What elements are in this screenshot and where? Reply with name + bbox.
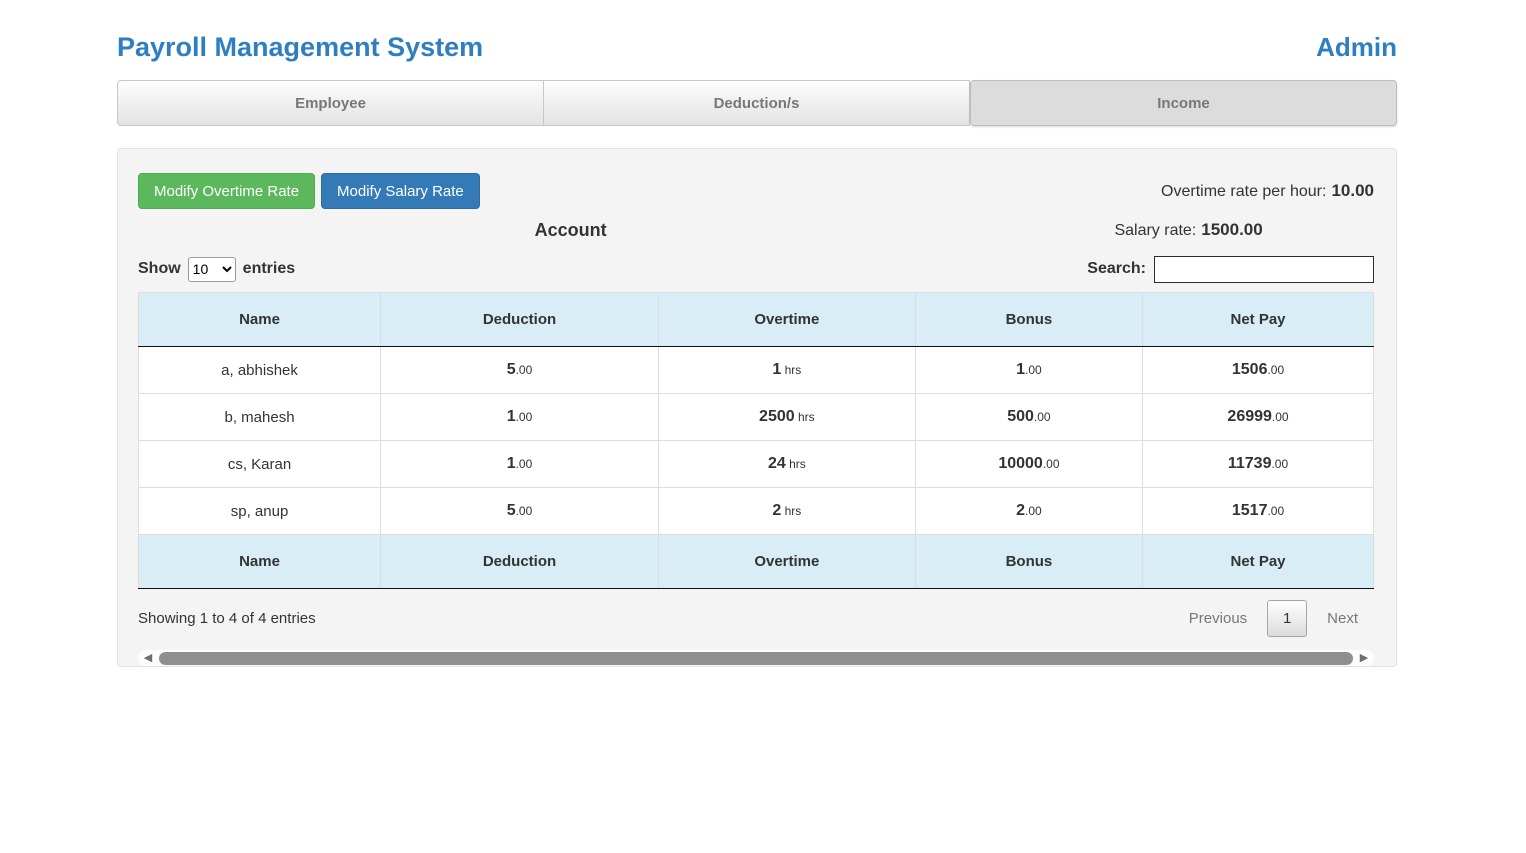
cell-deduction: 5.00: [381, 488, 659, 535]
search-label: Search:: [1087, 260, 1146, 278]
table-row: b, mahesh 1.00 2500 hrs 500.00 26999.00: [139, 394, 1374, 441]
tab-bar: Employee Deduction/s Income: [117, 80, 1397, 126]
footer-header-row: Name Deduction Overtime Bonus Net Pay: [139, 535, 1374, 589]
overtime-rate-value: 10.00: [1331, 181, 1374, 200]
overtime-rate-display: Overtime rate per hour: 10.00: [1161, 181, 1374, 201]
table-footer-header: Name Deduction Overtime Bonus Net Pay: [139, 535, 1374, 589]
overtime-rate-label: Overtime rate per hour:: [1161, 183, 1326, 200]
header-row: Name Deduction Overtime Bonus Net Pay: [139, 293, 1374, 347]
account-heading: Account: [138, 220, 1003, 241]
cell-bonus: 500.00: [915, 394, 1142, 441]
cell-overtime: 24 hrs: [658, 441, 915, 488]
cell-deduction: 1.00: [381, 394, 659, 441]
column-header-name: Name: [139, 293, 381, 347]
modify-overtime-rate-button[interactable]: Modify Overtime Rate: [138, 173, 315, 209]
cell-name: b, mahesh: [139, 394, 381, 441]
cell-netpay: 1517.00: [1143, 488, 1374, 535]
cell-netpay: 26999.00: [1143, 394, 1374, 441]
page: Payroll Management System Admin Employee…: [0, 32, 1526, 667]
show-label: Show: [138, 260, 181, 278]
scroll-left-icon[interactable]: ◀: [141, 650, 155, 666]
table-header: Name Deduction Overtime Bonus Net Pay: [139, 293, 1374, 347]
income-table: Name Deduction Overtime Bonus Net Pay a,…: [138, 292, 1374, 589]
footer-column-deduction: Deduction: [381, 535, 659, 589]
footer-column-bonus: Bonus: [915, 535, 1142, 589]
cell-overtime: 2500 hrs: [658, 394, 915, 441]
column-header-overtime: Overtime: [658, 293, 915, 347]
cell-deduction: 5.00: [381, 347, 659, 394]
tab-deductions[interactable]: Deduction/s: [544, 80, 970, 126]
table-controls-row: Show 10 entries Search:: [138, 255, 1374, 283]
table-row: sp, anup 5.00 2 hrs 2.00 1517.00: [139, 488, 1374, 535]
pagination: Previous 1 Next: [1173, 600, 1374, 637]
pagination-page-1[interactable]: 1: [1267, 600, 1307, 637]
table-body: a, abhishek 5.00 1 hrs 1.00 1506.00 b, m…: [139, 347, 1374, 535]
horizontal-scrollbar-thumb[interactable]: [159, 652, 1353, 665]
column-header-netpay: Net Pay: [1143, 293, 1374, 347]
account-row: Account Salary rate: 1500.00: [138, 217, 1374, 243]
cell-bonus: 10000.00: [915, 441, 1142, 488]
cell-name: cs, Karan: [139, 441, 381, 488]
admin-link[interactable]: Admin: [1316, 32, 1397, 63]
cell-bonus: 1.00: [915, 347, 1142, 394]
table-row: cs, Karan 1.00 24 hrs 10000.00 11739.00: [139, 441, 1374, 488]
table-row: a, abhishek 5.00 1 hrs 1.00 1506.00: [139, 347, 1374, 394]
salary-rate-display: Salary rate: 1500.00: [1003, 220, 1374, 240]
cell-netpay: 11739.00: [1143, 441, 1374, 488]
table-info-row: Showing 1 to 4 of 4 entries Previous 1 N…: [138, 599, 1374, 637]
footer-column-netpay: Net Pay: [1143, 535, 1374, 589]
horizontal-scrollbar[interactable]: ◀ ▶: [138, 650, 1374, 666]
toolbar-buttons: Modify Overtime Rate Modify Salary Rate: [138, 173, 480, 209]
tab-employee[interactable]: Employee: [117, 80, 544, 126]
page-length-select[interactable]: 10: [188, 257, 236, 282]
salary-rate-value: 1500.00: [1201, 220, 1262, 239]
entries-label: entries: [243, 260, 295, 278]
column-header-bonus: Bonus: [915, 293, 1142, 347]
cell-bonus: 2.00: [915, 488, 1142, 535]
footer-column-overtime: Overtime: [658, 535, 915, 589]
page-title: Payroll Management System: [117, 32, 483, 63]
footer-column-name: Name: [139, 535, 381, 589]
income-panel: Modify Overtime Rate Modify Salary Rate …: [117, 148, 1397, 667]
cell-overtime: 1 hrs: [658, 347, 915, 394]
modify-salary-rate-button[interactable]: Modify Salary Rate: [321, 173, 480, 209]
column-header-deduction: Deduction: [381, 293, 659, 347]
search-input[interactable]: [1154, 256, 1374, 283]
toolbar-row: Modify Overtime Rate Modify Salary Rate …: [138, 173, 1374, 209]
cell-overtime: 2 hrs: [658, 488, 915, 535]
page-length-control: Show 10 entries: [138, 257, 295, 282]
pagination-previous[interactable]: Previous: [1173, 601, 1263, 636]
entries-info: Showing 1 to 4 of 4 entries: [138, 610, 316, 627]
pagination-next[interactable]: Next: [1311, 601, 1374, 636]
salary-rate-label: Salary rate:: [1114, 222, 1196, 239]
tab-income[interactable]: Income: [970, 80, 1397, 126]
cell-name: a, abhishek: [139, 347, 381, 394]
cell-name: sp, anup: [139, 488, 381, 535]
topbar: Payroll Management System Admin: [117, 32, 1397, 63]
scroll-right-icon[interactable]: ▶: [1357, 650, 1371, 666]
search-control: Search:: [1087, 256, 1374, 283]
cell-netpay: 1506.00: [1143, 347, 1374, 394]
cell-deduction: 1.00: [381, 441, 659, 488]
